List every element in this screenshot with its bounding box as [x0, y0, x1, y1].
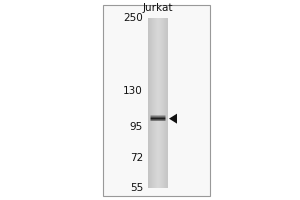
Text: Jurkat: Jurkat: [143, 3, 173, 13]
Bar: [103, 5, 210, 196]
Text: 250: 250: [123, 13, 143, 23]
Text: 55: 55: [130, 183, 143, 193]
Text: 130: 130: [123, 86, 143, 96]
Polygon shape: [169, 114, 177, 124]
Text: 72: 72: [130, 153, 143, 163]
Text: 95: 95: [130, 122, 143, 132]
